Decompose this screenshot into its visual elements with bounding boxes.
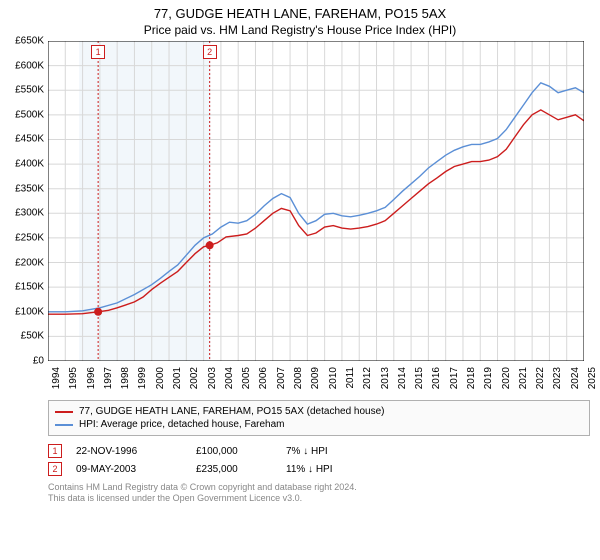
line-chart [48, 41, 584, 361]
license-line: This data is licensed under the Open Gov… [48, 493, 590, 504]
legend: 77, GUDGE HEATH LANE, FAREHAM, PO15 5AX … [48, 400, 590, 436]
page-subtitle: Price paid vs. HM Land Registry's House … [0, 21, 600, 41]
sales-table: 1 22-NOV-1996£100,0007% ↓ HPI 2 09-MAY-2003… [48, 442, 590, 478]
x-axis-label: 2004 [224, 367, 235, 389]
x-axis-label: 2001 [172, 367, 183, 389]
x-axis-label: 2017 [449, 367, 460, 389]
y-axis-label: £200K [6, 257, 44, 268]
sale-price: £235,000 [196, 464, 286, 475]
x-axis-label: 2018 [466, 367, 477, 389]
y-axis-label: £650K [6, 36, 44, 47]
license-text: Contains HM Land Registry data © Crown c… [48, 482, 590, 505]
sale-date: 09-MAY-2003 [76, 464, 196, 475]
y-axis-label: £350K [6, 183, 44, 194]
x-axis-label: 2015 [414, 367, 425, 389]
legend-item: 77, GUDGE HEATH LANE, FAREHAM, PO15 5AX … [55, 405, 583, 418]
x-axis-label: 2002 [189, 367, 200, 389]
page-title: 77, GUDGE HEATH LANE, FAREHAM, PO15 5AX [0, 0, 600, 21]
sale-row: 2 09-MAY-2003£235,00011% ↓ HPI [48, 460, 590, 478]
x-axis-label: 1995 [68, 367, 79, 389]
sale-price: £100,000 [196, 446, 286, 457]
x-axis-label: 2008 [293, 367, 304, 389]
x-axis-label: 1998 [120, 367, 131, 389]
sale-diff: 11% ↓ HPI [286, 464, 333, 475]
x-axis-label: 2005 [241, 367, 252, 389]
x-axis-label: 2013 [380, 367, 391, 389]
sale-index-badge: 2 [48, 462, 62, 476]
x-axis-label: 2007 [276, 367, 287, 389]
legend-swatch [55, 424, 73, 426]
sale-index-badge: 1 [48, 444, 62, 458]
y-axis-label: £400K [6, 159, 44, 170]
y-axis-label: £550K [6, 85, 44, 96]
sale-date: 22-NOV-1996 [76, 446, 196, 457]
y-axis-label: £300K [6, 208, 44, 219]
y-axis-label: £600K [6, 60, 44, 71]
sale-row: 1 22-NOV-1996£100,0007% ↓ HPI [48, 442, 590, 460]
license-line: Contains HM Land Registry data © Crown c… [48, 482, 590, 493]
x-axis-label: 2009 [310, 367, 321, 389]
legend-item: HPI: Average price, detached house, Fare… [55, 418, 583, 431]
x-axis-label: 2014 [397, 367, 408, 389]
x-axis-label: 2022 [535, 367, 546, 389]
x-axis-label: 2012 [362, 367, 373, 389]
x-axis-label: 2023 [552, 367, 563, 389]
x-axis-label: 2019 [483, 367, 494, 389]
legend-swatch [55, 411, 73, 413]
sale-diff: 7% ↓ HPI [286, 446, 328, 457]
x-axis-label: 1994 [51, 367, 62, 389]
x-axis-label: 2025 [587, 367, 598, 389]
y-axis-label: £0 [6, 356, 44, 367]
y-axis-label: £100K [6, 306, 44, 317]
x-axis-label: 1999 [137, 367, 148, 389]
legend-label: HPI: Average price, detached house, Fare… [79, 419, 285, 430]
y-axis-label: £450K [6, 134, 44, 145]
x-axis-label: 2006 [258, 367, 269, 389]
legend-label: 77, GUDGE HEATH LANE, FAREHAM, PO15 5AX … [79, 406, 385, 417]
x-axis-label: 2020 [501, 367, 512, 389]
sale-marker-2: 2 [203, 45, 217, 59]
sale-marker-1: 1 [91, 45, 105, 59]
y-axis-label: £500K [6, 109, 44, 120]
chart-area: £0£50K£100K£150K£200K£250K£300K£350K£400… [48, 41, 590, 366]
x-axis-label: 1996 [86, 367, 97, 389]
x-axis-label: 1997 [103, 367, 114, 389]
x-axis-label: 2021 [518, 367, 529, 389]
x-axis-label: 2024 [570, 367, 581, 389]
x-axis-label: 2003 [207, 367, 218, 389]
y-axis-label: £250K [6, 232, 44, 243]
x-axis-label: 2016 [431, 367, 442, 389]
y-axis-label: £50K [6, 331, 44, 342]
x-axis-label: 2000 [155, 367, 166, 389]
x-axis-label: 2010 [328, 367, 339, 389]
y-axis-label: £150K [6, 282, 44, 293]
x-axis-label: 2011 [345, 367, 356, 389]
